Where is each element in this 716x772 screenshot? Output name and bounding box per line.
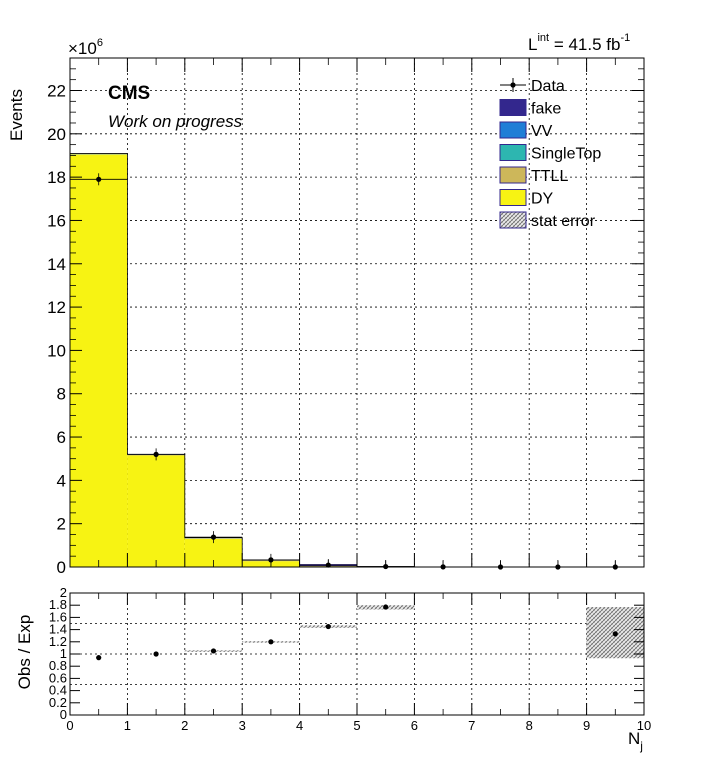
ratio-point <box>210 648 217 654</box>
y-tick-label: 22 <box>47 81 66 100</box>
ratio-y-tick-label: 2 <box>60 585 67 600</box>
legend-data-marker <box>510 82 516 88</box>
x-tick-label: 10 <box>637 718 651 733</box>
y-tick-label: 20 <box>47 125 66 144</box>
ratio-y-tick-label: 1 <box>60 646 67 661</box>
legend-swatch-ttll <box>499 166 527 184</box>
ratio-point <box>325 623 331 630</box>
x-tick-label: 5 <box>353 718 360 733</box>
x-tick-label: 1 <box>124 718 131 733</box>
ratio-points <box>96 604 618 661</box>
x-tick-label: 9 <box>583 718 590 733</box>
y-tick-label: 4 <box>57 471 66 490</box>
ratio-point <box>268 639 274 645</box>
legend-swatch-singletop <box>499 144 527 161</box>
y-tick-label: 6 <box>57 428 66 447</box>
y-tick-label: 10 <box>47 341 66 360</box>
legend-swatch-fake <box>499 99 527 116</box>
x-tick-label: 3 <box>239 718 246 733</box>
legend-label-vv: VV <box>531 123 553 140</box>
y-tick-label: 8 <box>57 385 66 404</box>
y-tick-label: 18 <box>47 168 66 187</box>
ratio-y-tick-label: 0 <box>60 707 67 722</box>
y-tick-label: 12 <box>47 298 66 317</box>
upper-grid <box>70 58 644 567</box>
ratio-y-tick-label: 1.8 <box>49 597 67 612</box>
main-histogram-panel: 0 2 4 6 8 10 12 14 16 18 20 22 CMS Work on progress… <box>7 57 645 577</box>
ratio-y-tick-label: 0.2 <box>49 695 67 710</box>
ratio-y-tick-label: 1.4 <box>49 622 67 637</box>
y-tick-label: 14 <box>47 255 66 274</box>
ratio-y-tick-label: 1.2 <box>49 634 67 649</box>
data-point <box>268 557 274 563</box>
upper-axis-ticks: 0 2 4 6 8 10 12 14 16 18 20 22 <box>47 58 645 577</box>
x-tick-label: 0 <box>66 718 73 733</box>
bar-dy-bin-1 <box>127 455 185 567</box>
legend-label-dy: DY <box>531 191 554 208</box>
legend-swatch-vv <box>499 121 527 139</box>
x-axis-title: Nj <box>628 729 643 753</box>
legend-label-data: Data <box>531 78 565 95</box>
data-point <box>96 176 102 182</box>
data-point <box>153 451 159 457</box>
ratio-point <box>96 655 102 661</box>
legend-stat-error-swatch <box>499 211 527 229</box>
x-tick-label: 2 <box>181 718 188 733</box>
ratio-point <box>612 631 618 637</box>
legend-label-fake: fake <box>531 101 561 118</box>
status-label: Work on progress <box>108 112 243 131</box>
y-tick-label: 0 <box>57 558 66 577</box>
y-multiplier: ×106 <box>68 37 103 58</box>
lower-grid <box>70 593 644 715</box>
x-tick-label: 6 <box>411 718 418 733</box>
ratio-y-tick-label: 0.6 <box>49 670 67 685</box>
x-tick-label: 8 <box>526 718 533 733</box>
legend: Data fake VV SingleTop TTLL DY stat error <box>499 78 601 230</box>
bar-dy-bin-0 <box>70 154 128 567</box>
y-tick-label: 2 <box>57 515 66 534</box>
data-point <box>210 534 217 540</box>
ratio-point <box>153 651 159 657</box>
luminosity-label: Lint = 41.5 fb-1 <box>528 32 630 54</box>
ratio-point <box>383 604 389 610</box>
ratio-y-tick-label: 0.4 <box>49 683 67 698</box>
ratio-y-tick-label: 1.6 <box>49 609 67 624</box>
lower-axis-ticks: 00.20.40.60.811.21.41.61.820 1 2 3 4 5 6 7 8 9 10 <box>49 585 651 733</box>
legend-label-stat-error: stat error <box>531 213 596 230</box>
ratio-y-tick-label: 0.8 <box>49 658 67 673</box>
ratio-panel: 00.20.40.60.811.21.41.61.820 1 2 3 4 5 6 7 8 9 10 … <box>15 585 651 753</box>
experiment-label: CMS <box>108 83 150 104</box>
y-tick-label: 16 <box>47 211 66 230</box>
ratio-y-axis-title: Obs / Exp <box>15 615 34 690</box>
x-tick-label: 4 <box>296 718 303 733</box>
legend-label-singletop: SingleTop <box>531 146 601 163</box>
legend-label-ttll: TTLL <box>531 168 568 185</box>
x-tick-label: 7 <box>468 718 475 733</box>
legend-swatch-dy <box>499 189 527 206</box>
y-axis-title: Events <box>7 89 26 141</box>
